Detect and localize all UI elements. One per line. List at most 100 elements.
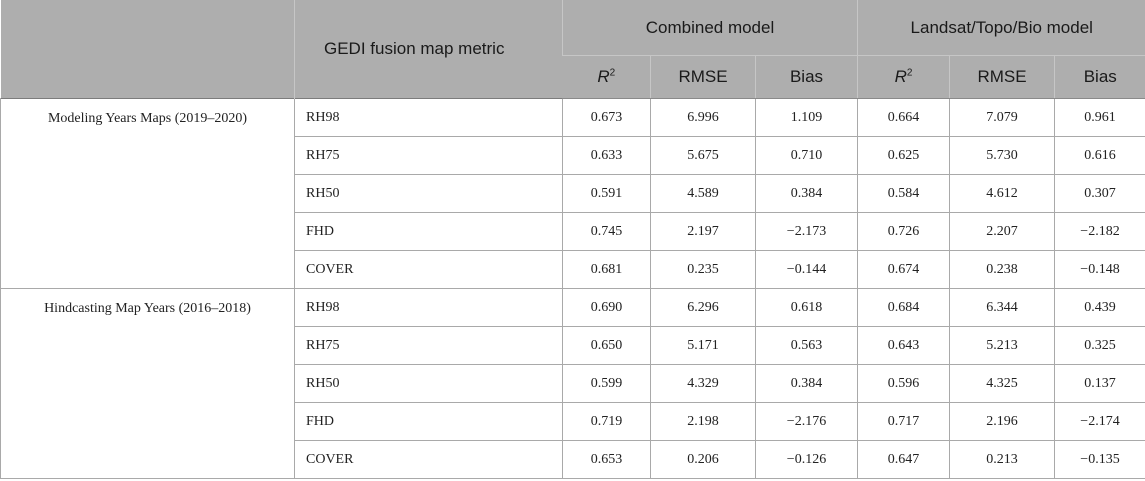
value-cell: 0.591: [562, 174, 651, 213]
value-cell: −0.135: [1054, 440, 1145, 479]
combined-model-header: Combined model: [562, 0, 858, 56]
value-cell: 0.650: [562, 326, 651, 365]
table-body: Modeling Years Maps (2019–2020) RH98 0.673…: [0, 98, 1145, 479]
header-label: R: [597, 67, 610, 86]
value-cell: −2.176: [755, 402, 858, 441]
header-label: Bias: [789, 67, 824, 86]
value-cell: 6.296: [650, 288, 756, 327]
value-cell: 0.439: [1054, 288, 1145, 327]
metric-name-cell: FHD: [294, 402, 563, 441]
metric-name-cell: RH75: [294, 326, 563, 365]
header-superscript: 2: [906, 67, 913, 79]
value-cell: 0.584: [857, 174, 950, 213]
value-cell: 0.625: [857, 136, 950, 175]
value-cell: 0.647: [857, 440, 950, 479]
metric-name-cell: RH50: [294, 174, 563, 213]
landsat-topo-bio-model-header: Landsat/Topo/Bio model: [857, 0, 1145, 56]
value-cell: 5.171: [650, 326, 756, 365]
header-row-groups: GEDI fusion map metric Combined model La…: [0, 0, 1145, 99]
value-cell: 5.213: [949, 326, 1055, 365]
value-cell: 2.196: [949, 402, 1055, 441]
table-row: RH50 0.599 4.329 0.384 0.596 4.325 0.137: [1, 364, 1145, 403]
value-cell: 0.674: [857, 250, 950, 289]
value-cell: 0.618: [755, 288, 858, 327]
metric-name-cell: FHD: [294, 212, 563, 251]
metric-name-cell: COVER: [294, 250, 563, 289]
table-row: RH75 0.650 5.171 0.563 0.643 5.213 0.325: [1, 326, 1145, 365]
table-row: Modeling Years Maps (2019–2020) RH98 0.673…: [0, 98, 1145, 289]
value-cell: 0.961: [1054, 98, 1145, 137]
combined-bias-header: Bias: [755, 55, 858, 99]
metric-name-cell: RH75: [294, 136, 563, 175]
value-cell: 0.684: [857, 288, 950, 327]
section-label: Modeling Years Maps (2019–2020): [0, 98, 295, 289]
landsat-bias-header: Bias: [1054, 55, 1145, 99]
section-label: Hindcasting Map Years (2016–2018): [0, 288, 295, 479]
landsat-r2-header: R2: [857, 55, 950, 99]
value-cell: 6.344: [949, 288, 1055, 327]
value-cell: 1.109: [755, 98, 858, 137]
header-superscript: 2: [609, 67, 616, 79]
header-label: R: [894, 67, 907, 86]
value-cell: −2.174: [1054, 402, 1145, 441]
value-cell: 0.238: [949, 250, 1055, 289]
combined-rmse-header: RMSE: [650, 55, 756, 99]
value-cell: −0.126: [755, 440, 858, 479]
table-row: FHD 0.745 2.197 −2.173 0.726 2.207 −2.182: [1, 212, 1145, 251]
value-cell: 0.673: [562, 98, 651, 137]
value-cell: 5.730: [949, 136, 1055, 175]
metric-name-cell: COVER: [294, 440, 563, 479]
value-cell: 0.681: [562, 250, 651, 289]
value-cell: 0.137: [1054, 364, 1145, 403]
value-cell: −0.148: [1054, 250, 1145, 289]
value-cell: 0.633: [562, 136, 651, 175]
combined-r2-header: R2: [562, 55, 651, 99]
value-cell: 0.206: [650, 440, 756, 479]
value-cell: 4.612: [949, 174, 1055, 213]
value-cell: 0.643: [857, 326, 950, 365]
table-header: GEDI fusion map metric Combined model La…: [0, 0, 1145, 99]
value-cell: −0.144: [755, 250, 858, 289]
table-row: Hindcasting Map Years (2016–2018) RH98 0.6…: [0, 288, 1145, 479]
metric-column-header: GEDI fusion map metric: [294, 0, 563, 99]
value-cell: 0.599: [562, 364, 651, 403]
value-cell: 6.996: [650, 98, 756, 137]
value-cell: 0.690: [562, 288, 651, 327]
value-cell: 0.213: [949, 440, 1055, 479]
value-cell: 0.719: [562, 402, 651, 441]
metric-name-cell: RH98: [294, 288, 563, 327]
value-cell: −2.182: [1054, 212, 1145, 251]
table-row: RH75 0.633 5.675 0.710 0.625 5.730 0.616: [1, 136, 1145, 175]
value-cell: −2.173: [755, 212, 858, 251]
value-cell: 4.325: [949, 364, 1055, 403]
value-cell: 0.653: [562, 440, 651, 479]
header-row-columns: R2 RMSE Bias R2 RMSE Bias: [1, 55, 1145, 99]
table-row: COVER 0.653 0.206 −0.126 0.647 0.213 −0.135: [1, 440, 1145, 479]
value-cell: 2.198: [650, 402, 756, 441]
value-cell: 0.235: [650, 250, 756, 289]
value-cell: 2.197: [650, 212, 756, 251]
value-cell: 0.710: [755, 136, 858, 175]
header-label: RMSE: [977, 67, 1027, 86]
header-label: RMSE: [678, 67, 728, 86]
value-cell: 0.664: [857, 98, 950, 137]
value-cell: 0.616: [1054, 136, 1145, 175]
value-cell: 0.325: [1054, 326, 1145, 365]
value-cell: 0.307: [1054, 174, 1145, 213]
value-cell: 7.079: [949, 98, 1055, 137]
value-cell: 0.745: [562, 212, 651, 251]
table-row: FHD 0.719 2.198 −2.176 0.717 2.196 −2.174: [1, 402, 1145, 441]
value-cell: 0.563: [755, 326, 858, 365]
landsat-rmse-header: RMSE: [949, 55, 1055, 99]
value-cell: 4.329: [650, 364, 756, 403]
value-cell: 0.384: [755, 174, 858, 213]
value-cell: 0.717: [857, 402, 950, 441]
value-cell: 5.675: [650, 136, 756, 175]
metric-name-cell: RH98: [294, 98, 563, 137]
value-cell: 2.207: [949, 212, 1055, 251]
header-label: Bias: [1083, 67, 1117, 86]
value-cell: 0.596: [857, 364, 950, 403]
value-cell: 0.384: [755, 364, 858, 403]
value-cell: 4.589: [650, 174, 756, 213]
